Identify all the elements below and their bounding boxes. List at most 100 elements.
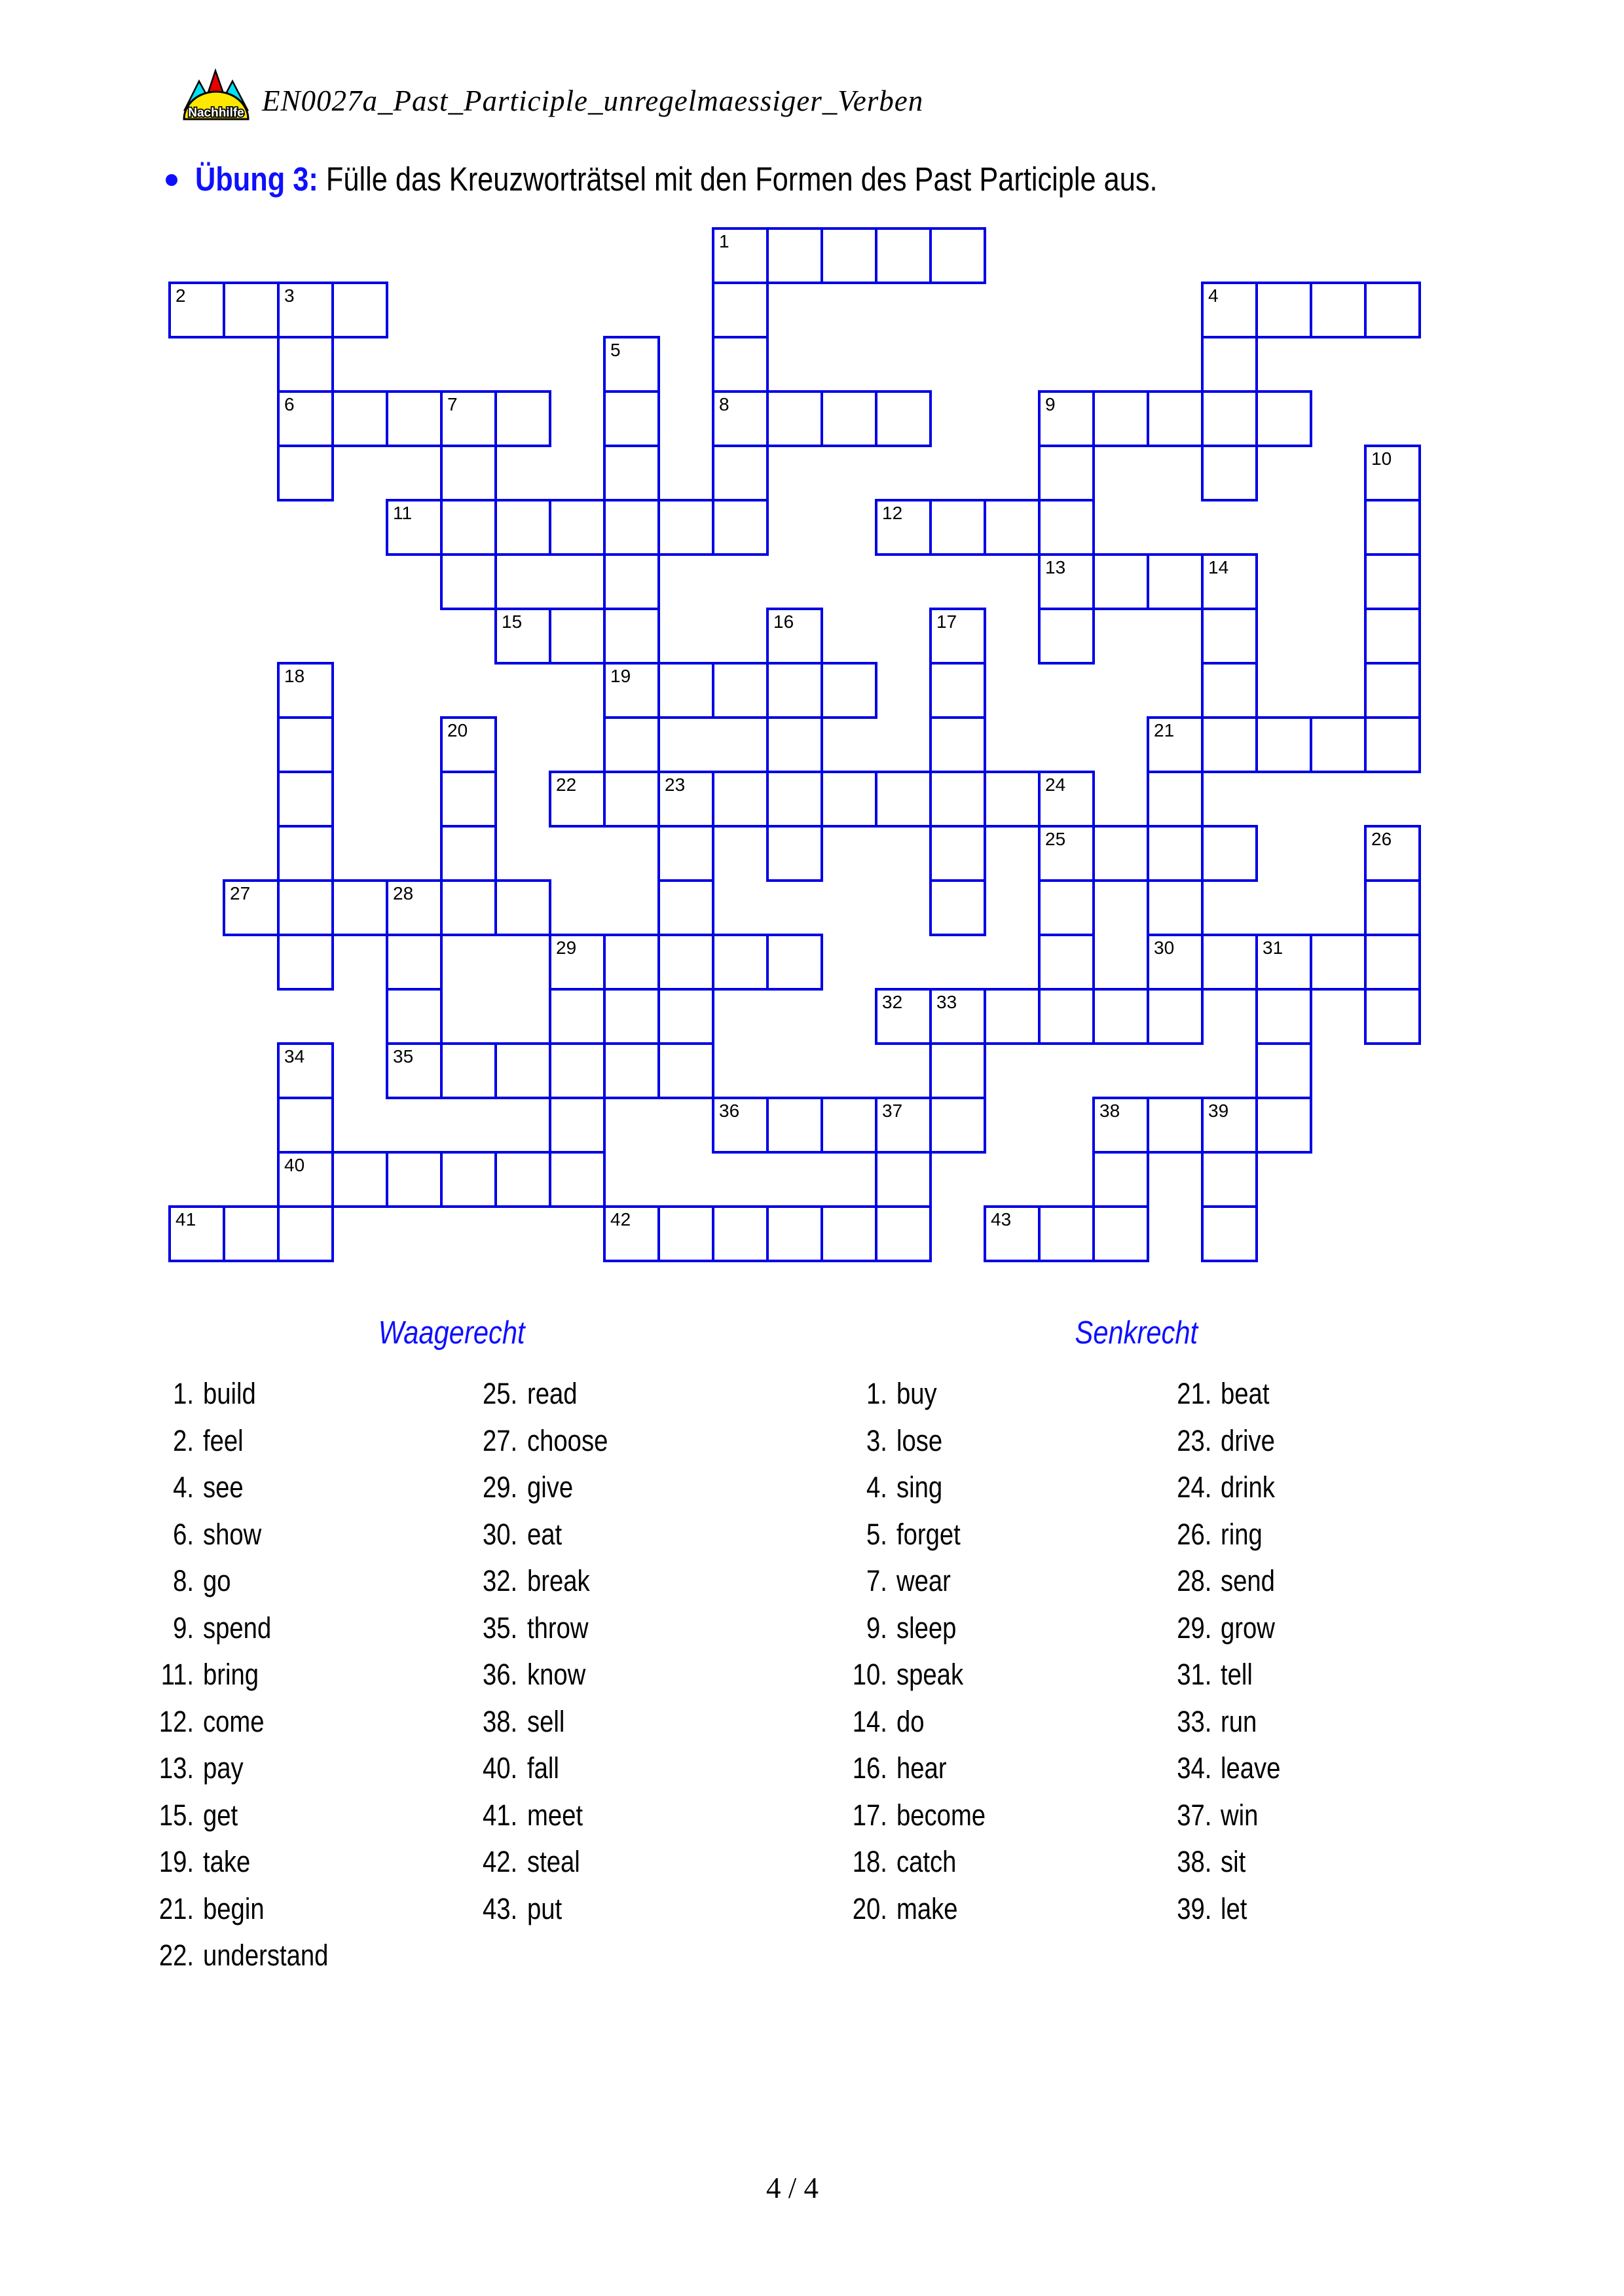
grid-cell — [1201, 608, 1258, 665]
clue-item-number: 28. — [1177, 1564, 1212, 1597]
grid-cell — [331, 879, 388, 936]
grid-cell — [440, 553, 497, 610]
grid-cell — [277, 1205, 334, 1262]
grid-cell — [603, 771, 660, 828]
grid-cell: 10 — [1364, 445, 1421, 501]
grid-cell — [549, 1042, 606, 1099]
grid-cell: 29 — [549, 934, 606, 991]
exercise-text: Fülle das Kreuzworträtsel mit den Formen… — [325, 160, 1158, 198]
clue-number: 38 — [1099, 1101, 1120, 1121]
grid-cell — [929, 227, 986, 284]
grid-cell — [712, 336, 769, 393]
clue-number: 18 — [284, 666, 305, 686]
clue-item-word: spend — [203, 1611, 272, 1645]
grid-cell: 33 — [929, 988, 986, 1045]
clue-number: 3 — [284, 285, 295, 306]
down-list-title: Senkrecht — [950, 1315, 1323, 1351]
grid-cell — [766, 227, 823, 284]
clue-item-number: 36. — [482, 1658, 518, 1691]
clue-item-number: 12. — [158, 1704, 194, 1738]
clue-item-word: lose — [896, 1423, 943, 1457]
grid-cell: 16 — [766, 608, 823, 665]
clue-item-number: 35. — [482, 1611, 518, 1645]
grid-cell — [1201, 1151, 1258, 1208]
clue-item-word: steal — [527, 1845, 580, 1878]
grid-cell — [1201, 390, 1258, 447]
clue-item-number: 43. — [482, 1891, 518, 1925]
grid-cell — [1038, 445, 1095, 501]
grid-cell — [1364, 553, 1421, 610]
clue-item-word: eat — [527, 1517, 563, 1551]
grid-cell — [1364, 934, 1421, 991]
grid-cell — [657, 662, 714, 719]
grid-cell: 12 — [875, 499, 932, 556]
grid-cell: 7 — [440, 390, 497, 447]
clue-item-word: catch — [896, 1845, 957, 1878]
grid-cell — [494, 390, 551, 447]
grid-cell: 27 — [223, 879, 280, 936]
clue-item-word: drink — [1221, 1470, 1275, 1504]
clue-item-word: drive — [1221, 1423, 1275, 1457]
grid-cell — [821, 227, 877, 284]
clue-item-number: 24. — [1177, 1470, 1212, 1504]
grid-cell — [657, 879, 714, 936]
grid-cell — [821, 771, 877, 828]
grid-cell — [712, 445, 769, 501]
clue-item-word: put — [527, 1891, 563, 1925]
clue-number: 20 — [447, 720, 468, 740]
grid-cell — [929, 771, 986, 828]
grid-cell — [277, 336, 334, 393]
clue-item-word: tell — [1221, 1658, 1253, 1691]
grid-cell — [1147, 825, 1204, 882]
grid-cell — [386, 1151, 443, 1208]
clue-item-word: forget — [896, 1517, 961, 1551]
clue-number: 30 — [1154, 938, 1175, 958]
clue-number: 33 — [936, 992, 957, 1012]
grid-cell: 35 — [386, 1042, 443, 1099]
grid-cell — [1038, 934, 1095, 991]
grid-cell — [331, 1151, 388, 1208]
grid-cell — [929, 1097, 986, 1154]
grid-cell: 18 — [277, 662, 334, 719]
grid-cell: 26 — [1364, 825, 1421, 882]
grid-cell: 15 — [494, 608, 551, 665]
grid-cell — [657, 1205, 714, 1262]
grid-cell — [712, 771, 769, 828]
grid-cell — [1310, 716, 1367, 773]
clue-item-word: begin — [203, 1891, 265, 1925]
clue-number: 28 — [393, 883, 414, 903]
clue-number: 26 — [1371, 829, 1392, 849]
grid-cell — [494, 499, 551, 556]
nachhilfe-logo: Nachhilfe — [183, 68, 249, 121]
clue-item-number: 29. — [1177, 1611, 1212, 1645]
grid-cell — [440, 771, 497, 828]
grid-cell: 4 — [1201, 282, 1258, 338]
clue-item-number: 8. — [173, 1564, 194, 1597]
grid-cell — [766, 1205, 823, 1262]
doc-title: EN0027a_Past_Participle_unregelmaessiger… — [262, 84, 924, 117]
clue-item-number: 16. — [852, 1751, 887, 1785]
grid-cell — [766, 662, 823, 719]
clue-number: 1 — [719, 231, 729, 251]
clue-item-number: 11. — [160, 1658, 194, 1691]
clue-item-word: sleep — [896, 1611, 957, 1645]
clue-item-number: 15. — [158, 1798, 194, 1832]
grid-cell — [603, 553, 660, 610]
clue-number: 29 — [556, 938, 577, 958]
grid-cell — [277, 879, 334, 936]
clue-item-word: understand — [203, 1939, 329, 1972]
grid-cell — [223, 1205, 280, 1262]
clue-item-number: 31. — [1177, 1658, 1212, 1691]
grid-cell — [277, 716, 334, 773]
grid-cell: 36 — [712, 1097, 769, 1154]
clue-item-number: 4. — [173, 1470, 194, 1504]
grid-cell — [386, 934, 443, 991]
clue-item-number: 5. — [866, 1517, 887, 1551]
clue-item-word: leave — [1221, 1751, 1281, 1785]
clue-number: 17 — [936, 611, 957, 632]
clue-item-word: know — [527, 1658, 586, 1691]
grid-cell: 40 — [277, 1151, 334, 1208]
clue-number: 22 — [556, 774, 577, 795]
grid-cell — [929, 662, 986, 719]
clue-item-number: 27. — [482, 1423, 518, 1457]
